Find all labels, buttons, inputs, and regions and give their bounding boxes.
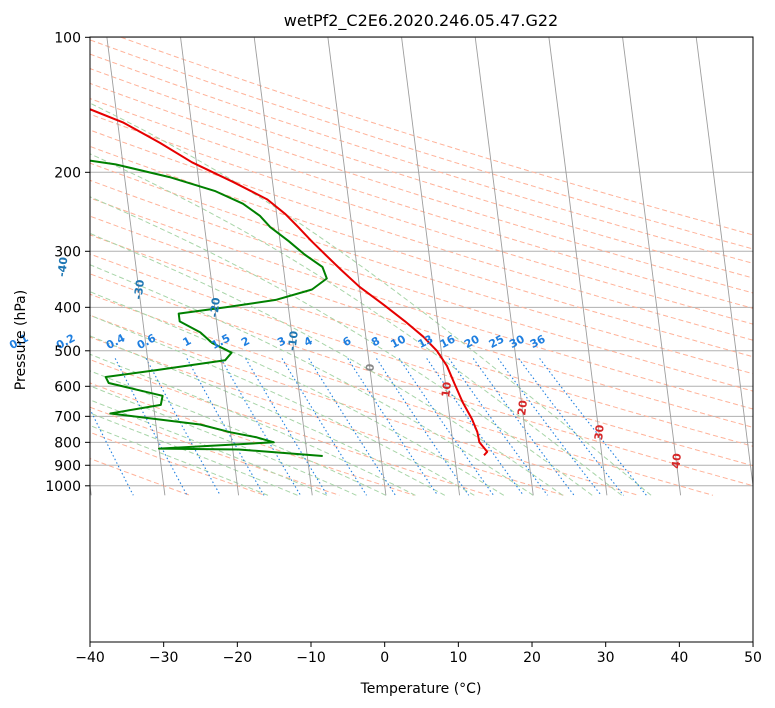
moist-adiabat bbox=[90, 196, 593, 496]
x-tick-label: 10 bbox=[449, 650, 467, 666]
dry-adiabat bbox=[90, 336, 564, 496]
x-tick-label: 0 bbox=[380, 650, 389, 666]
y-tick-label: 700 bbox=[54, 409, 81, 425]
mixing-ratio-label: 16 bbox=[438, 332, 458, 351]
mixing-ratio-label: 10 bbox=[388, 332, 408, 351]
isotherm-label: 40 bbox=[669, 452, 684, 469]
moist-adiabat bbox=[90, 153, 622, 496]
dry-adiabat bbox=[90, 82, 753, 294]
dry-adiabat bbox=[90, 314, 639, 496]
x-axis: −40 −30 −20 −10 0 10 20 30 40 50 bbox=[75, 642, 762, 666]
x-axis-label: Temperature (°C) bbox=[360, 681, 482, 697]
y-tick-label: 900 bbox=[54, 458, 81, 474]
isotherm bbox=[622, 37, 682, 496]
y-tick-label: 200 bbox=[54, 165, 81, 181]
isotherm bbox=[401, 37, 461, 496]
dry-adiabat bbox=[90, 113, 753, 325]
background-lines bbox=[90, 37, 753, 496]
moist-adiabat bbox=[90, 232, 563, 496]
mixing-ratio-label: 25 bbox=[487, 332, 507, 351]
mixing-ratio-line bbox=[398, 358, 494, 496]
mixing-ratio-line bbox=[347, 358, 439, 496]
isotherm bbox=[695, 37, 753, 489]
dry-adiabat bbox=[90, 253, 753, 467]
moist-adiabat bbox=[90, 399, 328, 496]
mixing-ratio-label: 20 bbox=[462, 332, 482, 351]
mixing-ratio-label: 13 bbox=[416, 332, 436, 351]
x-tick-label: 20 bbox=[523, 650, 541, 666]
mixing-ratio-line bbox=[245, 358, 328, 496]
x-tick-label: 50 bbox=[744, 650, 762, 666]
mixing-ratio-line bbox=[518, 358, 625, 496]
isotherm bbox=[253, 37, 313, 496]
dry-adiabat bbox=[90, 145, 753, 358]
moist-adiabat bbox=[90, 353, 416, 496]
y-tick-label: 500 bbox=[54, 344, 81, 360]
mixing-ratio-line bbox=[448, 358, 548, 496]
y-tick-label: 100 bbox=[54, 30, 81, 46]
x-tick-label: 30 bbox=[597, 650, 615, 666]
isotherm bbox=[548, 37, 608, 496]
mixing-ratio-label: 30 bbox=[507, 332, 527, 351]
moist-adiabat bbox=[90, 264, 534, 496]
x-tick-label: −10 bbox=[296, 650, 326, 666]
profile-line bbox=[90, 108, 489, 456]
y-tick-label: 800 bbox=[54, 435, 81, 451]
isotherm-label: 20 bbox=[515, 399, 530, 416]
isotherm-label: -40 bbox=[55, 256, 70, 278]
moist-adiabat bbox=[90, 102, 652, 496]
dry-adiabat bbox=[90, 179, 753, 392]
dry-adiabat bbox=[90, 359, 490, 496]
isotherm bbox=[327, 37, 387, 496]
dry-adiabat bbox=[90, 68, 753, 279]
x-tick-label: −20 bbox=[223, 650, 253, 666]
chart-title: wetPf2_C2E6.2020.246.05.47.G22 bbox=[284, 11, 558, 31]
mixing-ratio-line bbox=[90, 408, 134, 496]
isotherm bbox=[474, 37, 534, 496]
dry-adiabat bbox=[90, 215, 753, 428]
dry-adiabat bbox=[90, 197, 753, 410]
dry-adiabat bbox=[90, 39, 753, 250]
isotherm bbox=[180, 37, 240, 496]
moist-adiabat bbox=[90, 412, 298, 496]
mixing-ratio-line bbox=[281, 358, 367, 496]
isotherm-label: 10 bbox=[439, 381, 454, 398]
x-tick-label: 40 bbox=[670, 650, 688, 666]
isotherm-label: -30 bbox=[132, 279, 147, 301]
x-tick-label: −30 bbox=[149, 650, 179, 666]
dry-adiabat bbox=[90, 273, 753, 487]
x-tick-label: −40 bbox=[75, 650, 105, 666]
y-axis: 100 200 300 400 500 600 700 800 900 1000 bbox=[45, 30, 90, 495]
y-tick-label: 1000 bbox=[45, 479, 81, 495]
mixing-ratio-line bbox=[220, 358, 301, 496]
mixing-ratio-line bbox=[186, 358, 265, 496]
mixing-ratio-line bbox=[539, 358, 647, 496]
profile-line bbox=[90, 159, 328, 457]
mixing-ratio-label: 36 bbox=[528, 332, 548, 351]
isotherm-label: -10 bbox=[285, 330, 300, 352]
moist-adiabat bbox=[90, 370, 387, 496]
isotherm-label: 30 bbox=[592, 424, 607, 441]
mixing-ratio-line bbox=[426, 358, 524, 496]
y-tick-label: 300 bbox=[54, 244, 81, 260]
dry-adiabat bbox=[90, 162, 753, 375]
plot-frame bbox=[89, 36, 754, 643]
data-series bbox=[90, 108, 489, 457]
dry-adiabat bbox=[90, 234, 753, 447]
mixing-ratio-line bbox=[472, 358, 575, 496]
dry-adiabat bbox=[90, 458, 191, 496]
isotherm-label: 0 bbox=[363, 363, 377, 373]
mixing-ratio-line bbox=[376, 358, 470, 496]
y-tick-label: 600 bbox=[54, 379, 81, 395]
mixing-ratio-line bbox=[145, 358, 221, 496]
moist-adiabat bbox=[90, 291, 505, 496]
y-axis-label: Pressure (hPa) bbox=[13, 290, 29, 390]
y-tick-label: 400 bbox=[54, 300, 81, 316]
moist-adiabat bbox=[90, 314, 475, 496]
isotherm-label: -20 bbox=[208, 296, 223, 318]
